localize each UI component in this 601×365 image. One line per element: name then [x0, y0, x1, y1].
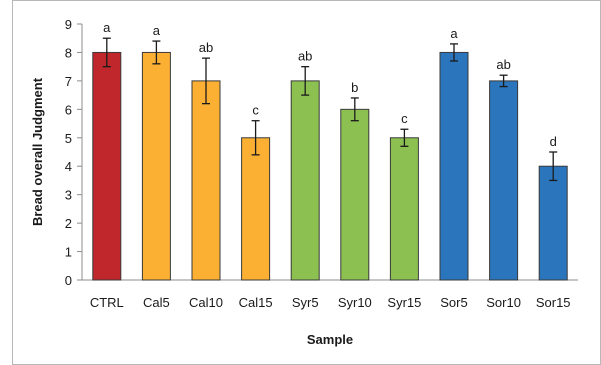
y-axis-title: Bread overall Judgment [30, 77, 45, 226]
bar-syr15 [389, 137, 419, 281]
y-tick-label: 4 [65, 159, 72, 174]
x-tick-label: Sor5 [440, 295, 467, 310]
y-tick-label: 6 [65, 102, 72, 117]
significance-label: a [153, 23, 161, 38]
y-tick-label: 1 [65, 245, 72, 260]
significance-label: ab [496, 57, 510, 72]
significance-label: a [450, 26, 458, 41]
bar-sor15 [538, 165, 568, 281]
bar-syr5 [290, 80, 320, 281]
bar-sor5 [439, 51, 469, 281]
x-tick-label: Sor10 [486, 295, 521, 310]
plot-area: 0 1 2 3 4 5 6 7 8 9 a CTRL a Cal5 ab Cal10 c Cal15 ab Syr5 b… [65, 17, 578, 310]
significance-label: a [103, 20, 111, 35]
x-tick-label: Syr5 [292, 295, 319, 310]
bar-syr10 [340, 108, 370, 281]
bar-sor10 [489, 80, 519, 281]
significance-label: d [550, 134, 557, 149]
bar-cal5 [141, 51, 171, 281]
x-tick-label: Cal10 [189, 295, 223, 310]
significance-label: c [252, 103, 259, 118]
y-tick-label: 5 [65, 131, 72, 146]
y-tick-label: 2 [65, 216, 72, 231]
x-tick-label: CTRL [90, 295, 124, 310]
x-tick-label: Cal15 [239, 295, 273, 310]
x-tick-label: Sor15 [536, 295, 571, 310]
y-tick-label: 7 [65, 74, 72, 89]
significance-label: ab [298, 49, 312, 64]
x-axis-title: Sample [307, 332, 353, 347]
significance-label: c [401, 111, 408, 126]
bar-cal15 [241, 137, 271, 281]
significance-label: ab [199, 40, 213, 55]
y-tick-label: 8 [65, 45, 72, 60]
bar-ctrl [92, 51, 122, 281]
bar-cal10 [191, 80, 221, 281]
x-tick-label: Syr10 [338, 295, 372, 310]
significance-label: b [351, 80, 358, 95]
x-tick-label: Syr15 [387, 295, 421, 310]
y-tick-label: 9 [65, 17, 72, 32]
x-tick-label: Cal5 [143, 295, 170, 310]
y-tick-label: 0 [65, 273, 72, 288]
y-tick-label: 3 [65, 188, 72, 203]
